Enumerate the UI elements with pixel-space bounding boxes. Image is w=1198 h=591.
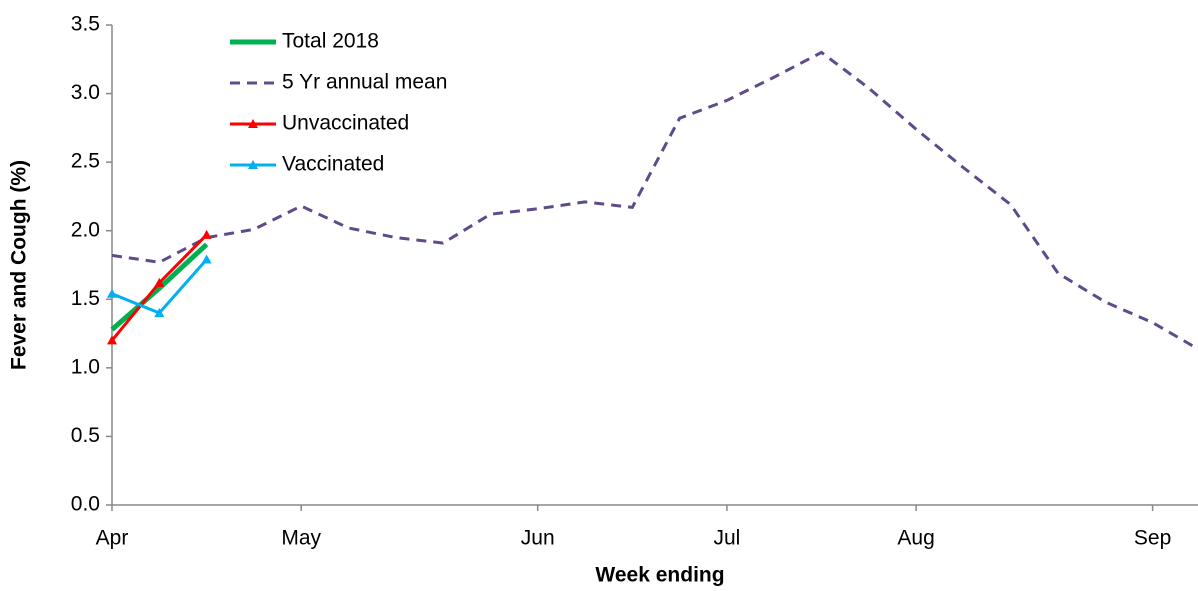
y-tick-label: 0.0	[71, 493, 100, 516]
x-tick-label: Sep	[1134, 527, 1171, 550]
series-line	[111, 50, 1198, 351]
series-marker	[107, 288, 117, 298]
x-axis-title: Week ending	[595, 564, 724, 586]
x-tick-label: May	[281, 527, 321, 550]
legend-marker	[248, 119, 258, 128]
legend-label: Unvaccinated	[282, 112, 409, 135]
series-marker	[201, 254, 212, 264]
series-line	[110, 242, 209, 332]
y-tick-label: 1.0	[71, 355, 100, 378]
y-tick-label: 3.5	[71, 13, 100, 36]
y-tick-label: 0.5	[71, 424, 100, 447]
x-tick-label: Jun	[521, 527, 555, 550]
legend-label: Vaccinated	[282, 153, 384, 176]
series-marker	[201, 229, 212, 239]
series-marker	[107, 335, 117, 345]
x-tick-label: Aug	[897, 527, 934, 550]
y-axis-title: Fever and Cough (%)	[8, 160, 31, 370]
x-tick-label: Apr	[96, 527, 129, 550]
y-tick-label: 3.0	[71, 81, 100, 104]
series-marker	[154, 308, 165, 317]
x-tick-label: Jul	[713, 527, 740, 550]
legend-label: 5 Yr annual mean	[282, 71, 447, 94]
legend-label: Total 2018	[282, 30, 379, 53]
y-tick-label: 1.5	[71, 287, 100, 310]
y-tick-label: 2.5	[71, 150, 100, 173]
legend-marker	[248, 160, 258, 169]
y-tick-label: 2.0	[71, 218, 100, 241]
series-marker	[154, 277, 165, 287]
